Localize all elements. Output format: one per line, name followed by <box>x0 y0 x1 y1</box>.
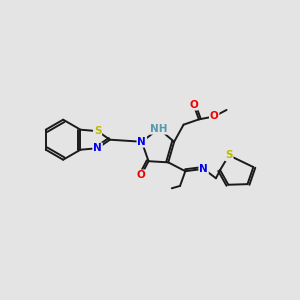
Text: N: N <box>199 164 208 174</box>
Text: O: O <box>189 100 198 110</box>
Text: O: O <box>137 170 146 180</box>
Text: N: N <box>93 143 102 153</box>
Text: N: N <box>137 137 146 147</box>
Text: NH: NH <box>150 124 168 134</box>
Text: S: S <box>225 150 233 160</box>
Text: O: O <box>210 111 219 122</box>
Text: S: S <box>94 126 101 136</box>
